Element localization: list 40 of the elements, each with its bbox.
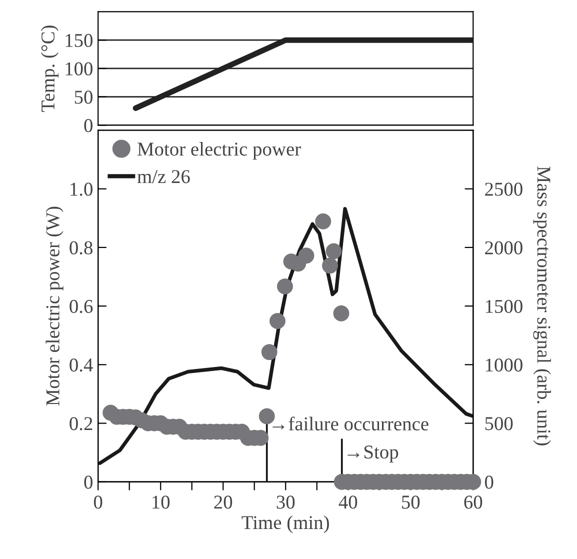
x-tick-label: 60 <box>464 496 482 509</box>
y-tick-label: 0.4 <box>70 358 93 372</box>
legend-label: Motor electric power <box>138 142 301 160</box>
y2-tick-label: 2500 <box>485 182 522 196</box>
y-axis-title: Motor electric power (W) <box>46 206 64 406</box>
x-tick-label: 0 <box>94 496 102 509</box>
y-axis-title: Temp. (°C) <box>40 26 59 112</box>
line-series <box>98 206 474 465</box>
point <box>333 305 350 322</box>
y-tick-label: 0 <box>84 476 92 489</box>
x-tick-label: 50 <box>402 496 420 509</box>
ref-line-label: →failure occurrence <box>272 416 428 430</box>
y-tick-label: 0.6 <box>70 300 93 314</box>
point <box>270 313 286 329</box>
point <box>315 213 332 230</box>
x-tick-label: 30 <box>276 496 295 509</box>
y2-tick-label: 500 <box>485 417 513 430</box>
y-tick-label: 0.2 <box>70 417 92 430</box>
y2-tick-label: 1000 <box>486 358 522 372</box>
point <box>298 248 314 264</box>
y-tick-label: 0 <box>84 119 92 132</box>
point <box>326 243 342 260</box>
point <box>261 344 278 360</box>
y-tick-label: 1.0 <box>70 182 92 196</box>
y2-tick-label: 2000 <box>485 241 522 254</box>
x-tick-label: 40 <box>338 496 358 509</box>
point <box>322 258 338 274</box>
legend-label: m/z 26 <box>137 170 190 184</box>
y-tick-label: 100 <box>66 62 92 76</box>
y2-tick-label: 0 <box>484 476 494 489</box>
point <box>277 278 293 294</box>
x-tick-label: 10 <box>152 496 170 509</box>
y-tick-label: 50 <box>74 90 92 104</box>
y-tick-label: 0.8 <box>70 241 92 254</box>
x-tick-label: 20 <box>214 496 232 509</box>
y-tick-label: 150 <box>66 34 92 48</box>
y2-axis-title: Mass spectrometer signal (arb. unit) <box>533 166 551 446</box>
y2-tick-label: 1500 <box>486 300 522 313</box>
x-axis-title: Time (min) <box>242 515 329 534</box>
ref-line-label: →Stop <box>348 446 398 463</box>
